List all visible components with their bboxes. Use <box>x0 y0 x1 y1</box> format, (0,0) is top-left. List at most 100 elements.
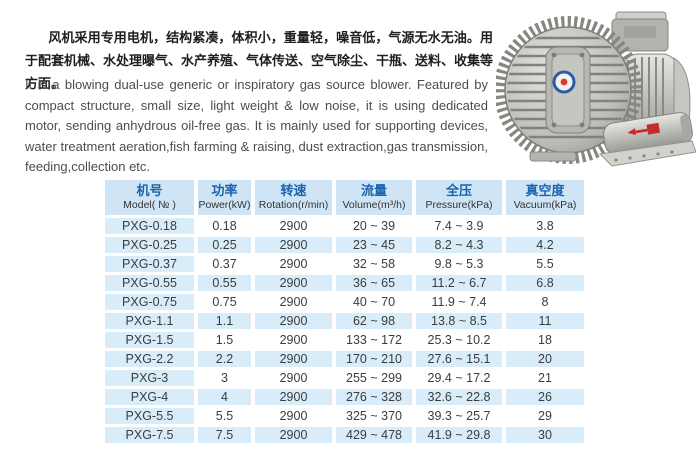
col-header-power-zh: 功率 <box>211 183 238 198</box>
value-cell: 0.18 <box>198 218 251 234</box>
value-cell: 39.3 ~ 25.7 <box>416 408 502 424</box>
value-cell: 3.8 <box>506 218 584 234</box>
value-cell: 7.4 ~ 3.9 <box>416 218 502 234</box>
value-cell: 11 <box>506 313 584 329</box>
value-cell: 30 <box>506 427 584 443</box>
base-plate <box>529 140 697 167</box>
value-cell: 2.2 <box>198 351 251 367</box>
col-header-volume: 流量 Volume(m³/h) <box>336 180 412 215</box>
col-header-model-zh: 机号 <box>136 183 163 198</box>
col-header-rotation-en: Rotation(r/min) <box>258 199 329 211</box>
table-row: PXG-0.55 0.55 2900 36 ~ 65 11.2 ~ 6.7 6.8 <box>105 275 584 291</box>
value-cell: 27.6 ~ 15.1 <box>416 351 502 367</box>
model-cell: PXG-5.5 <box>105 408 194 424</box>
red-arrow-label <box>627 122 660 136</box>
value-cell: 20 ~ 39 <box>336 218 412 234</box>
value-cell: 3 <box>198 370 251 386</box>
brand-logo <box>552 70 576 94</box>
model-cell: PXG-0.18 <box>105 218 194 234</box>
model-cell: PXG-1.5 <box>105 332 194 348</box>
col-header-rotation: 转速 Rotation(r/min) <box>255 180 332 215</box>
value-cell: 62 ~ 98 <box>336 313 412 329</box>
col-header-pressure-en: Pressure(kPa) <box>425 199 493 211</box>
value-cell: 5.5 <box>506 256 584 272</box>
value-cell: 429 ~ 478 <box>336 427 412 443</box>
value-cell: 29.4 ~ 17.2 <box>416 370 502 386</box>
value-cell: 2900 <box>255 389 332 405</box>
value-cell: 255 ~ 299 <box>336 370 412 386</box>
value-cell: 23 ~ 45 <box>336 237 412 253</box>
value-cell: 2900 <box>255 427 332 443</box>
value-cell: 0.25 <box>198 237 251 253</box>
col-header-pressure-zh: 全压 <box>445 183 472 198</box>
blower-photo <box>494 2 697 172</box>
value-cell: 2900 <box>255 256 332 272</box>
value-cell: 36 ~ 65 <box>336 275 412 291</box>
table-row: PXG-4 4 2900 276 ~ 328 32.6 ~ 22.8 26 <box>105 389 584 405</box>
intro-chinese-paragraph: 风机采用专用电机，结构紧凑，体积小，重量轻，噪音低，气源无水无油。用于配套机械、… <box>25 30 494 91</box>
value-cell: 6.8 <box>506 275 584 291</box>
value-cell: 276 ~ 328 <box>336 389 412 405</box>
value-cell: 29 <box>506 408 584 424</box>
value-cell: 0.75 <box>198 294 251 310</box>
header-row: 机号 Model( № ) 功率 Power(kW) 转速 Rotation(r… <box>105 180 584 215</box>
col-header-model: 机号 Model( № ) <box>105 180 194 215</box>
value-cell: 11.9 ~ 7.4 <box>416 294 502 310</box>
model-cell: PXG-0.25 <box>105 237 194 253</box>
value-cell: 1.5 <box>198 332 251 348</box>
value-cell: 2900 <box>255 313 332 329</box>
terminal-box <box>611 11 669 52</box>
spec-table: 机号 Model( № ) 功率 Power(kW) 转速 Rotation(r… <box>101 177 588 446</box>
value-cell: 11.2 ~ 6.7 <box>416 275 502 291</box>
model-cell: PXG-7.5 <box>105 427 194 443</box>
value-cell: 325 ~ 370 <box>336 408 412 424</box>
value-cell: 170 ~ 210 <box>336 351 412 367</box>
value-cell: 2900 <box>255 332 332 348</box>
col-header-volume-en: Volume(m³/h) <box>342 199 406 211</box>
col-header-power-en: Power(kW) <box>198 199 251 211</box>
value-cell: 2900 <box>255 218 332 234</box>
model-cell: PXG-0.75 <box>105 294 194 310</box>
table-row: PXG-2.2 2.2 2900 170 ~ 210 27.6 ~ 15.1 20 <box>105 351 584 367</box>
model-cell: PXG-3 <box>105 370 194 386</box>
value-cell: 133 ~ 172 <box>336 332 412 348</box>
model-cell: PXG-1.1 <box>105 313 194 329</box>
table-row: PXG-3 3 2900 255 ~ 299 29.4 ~ 17.2 21 <box>105 370 584 386</box>
col-header-pressure: 全压 Pressure(kPa) <box>416 180 502 215</box>
value-cell: 4.2 <box>506 237 584 253</box>
value-cell: 9.8 ~ 5.3 <box>416 256 502 272</box>
value-cell: 40 ~ 70 <box>336 294 412 310</box>
value-cell: 2900 <box>255 370 332 386</box>
value-cell: 2900 <box>255 294 332 310</box>
value-cell: 0.37 <box>198 256 251 272</box>
value-cell: 32.6 ~ 22.8 <box>416 389 502 405</box>
value-cell: 18 <box>506 332 584 348</box>
col-header-vacuum-zh: 真空度 <box>525 183 565 198</box>
value-cell: 21 <box>506 370 584 386</box>
value-cell: 20 <box>506 351 584 367</box>
model-cell: PXG-4 <box>105 389 194 405</box>
col-header-rotation-zh: 转速 <box>280 183 307 198</box>
housing-foot <box>529 151 577 162</box>
value-cell: 2900 <box>255 237 332 253</box>
value-cell: 13.8 ~ 8.5 <box>416 313 502 329</box>
table-row: PXG-7.5 7.5 2900 429 ~ 478 41.9 ~ 29.8 30 <box>105 427 584 443</box>
value-cell: 5.5 <box>198 408 251 424</box>
table-row: PXG-0.25 0.25 2900 23 ~ 45 8.2 ~ 4.3 4.2 <box>105 237 584 253</box>
table-row: PXG-5.5 5.5 2900 325 ~ 370 39.3 ~ 25.7 29 <box>105 408 584 424</box>
table-row: PXG-0.75 0.75 2900 40 ~ 70 11.9 ~ 7.4 8 <box>105 294 584 310</box>
col-header-power: 功率 Power(kW) <box>198 180 251 215</box>
value-cell: 2900 <box>255 351 332 367</box>
value-cell: 2900 <box>255 275 332 291</box>
value-cell: 0.55 <box>198 275 251 291</box>
value-cell: 8.2 ~ 4.3 <box>416 237 502 253</box>
model-cell: PXG-0.37 <box>105 256 194 272</box>
value-cell: 4 <box>198 389 251 405</box>
col-header-vacuum-en: Vacuum(kPa) <box>513 199 577 211</box>
table-row: PXG-0.37 0.37 2900 32 ~ 58 9.8 ~ 5.3 5.5 <box>105 256 584 272</box>
value-cell: 26 <box>506 389 584 405</box>
table-row: PXG-0.18 0.18 2900 20 ~ 39 7.4 ~ 3.9 3.8 <box>105 218 584 234</box>
value-cell: 1.1 <box>198 313 251 329</box>
intro-english-paragraph: It is a blowing dual-use generic or insp… <box>25 77 488 174</box>
blower-illustration <box>494 11 697 167</box>
